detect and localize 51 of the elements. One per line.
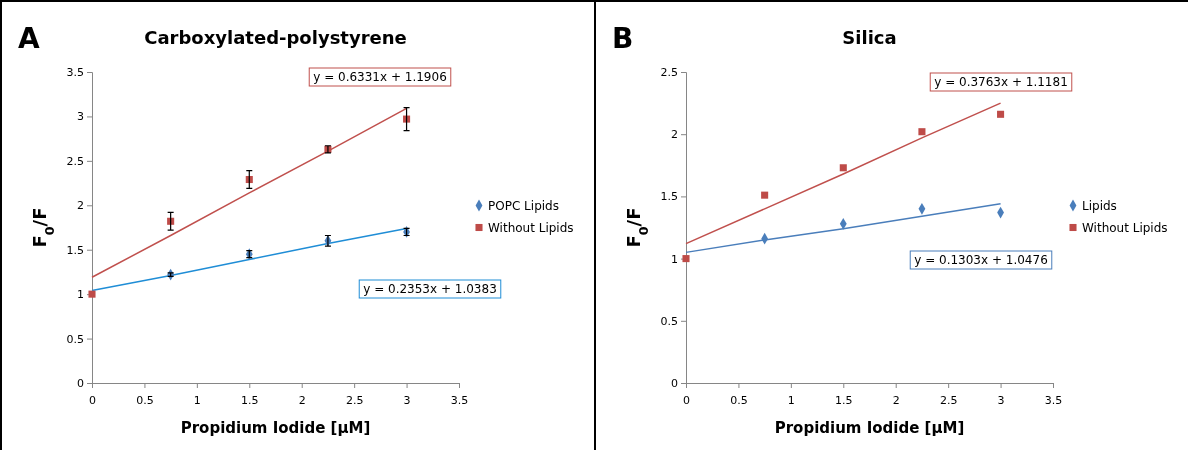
chart-title: Carboxylated-polystyrene (144, 27, 407, 48)
point (88, 290, 96, 298)
annotation: y = 0.2353x + 1.0383 (363, 282, 497, 296)
x-tick-label: 2 (892, 394, 900, 408)
y-tick-label: 2.5 (66, 154, 84, 168)
y-tick-label: 1.5 (660, 190, 678, 204)
x-tick-label: 2.5 (345, 394, 364, 408)
y-tick-label: 1 (671, 252, 678, 266)
y-tick-label: 0.5 (660, 314, 678, 328)
legend-label: Without Lipids (488, 220, 574, 235)
x-axis-title: Propidium Iodide [µM] (180, 419, 371, 437)
x-tick-label: 0.5 (730, 394, 748, 408)
chart-title: Silica (842, 27, 897, 48)
y-tick-label: 3.5 (66, 66, 84, 80)
y-tick-label: 2 (671, 128, 678, 142)
x-tick-label: 1 (193, 394, 201, 408)
y-tick-label: 0 (671, 377, 678, 391)
y-tick-label: 0.5 (66, 332, 84, 346)
x-tick-label: 3.5 (1044, 394, 1063, 408)
y-tick-label: 1.5 (66, 243, 84, 257)
x-tick-label: 3 (997, 394, 1005, 408)
x-tick-label: 0.5 (136, 394, 154, 408)
point (997, 110, 1005, 118)
x-tick-label: 2 (298, 394, 306, 408)
x-tick-label: 0 (89, 394, 96, 408)
x-tick-label: 0 (683, 394, 690, 408)
y-tick-label: 1 (77, 288, 84, 302)
x-tick-label: 1.5 (241, 394, 259, 408)
legend-label: POPC Lipids (488, 198, 559, 213)
annotation: y = 0.6331x + 1.1906 (313, 70, 447, 84)
y-tick-label: 2.5 (660, 66, 678, 80)
point (918, 128, 926, 136)
line-series (685, 102, 1002, 245)
annotation: y = 0.3763x + 1.1181 (934, 75, 1068, 89)
y-tick-label: 0 (77, 377, 84, 391)
x-tick-label: 1 (787, 394, 795, 408)
y-tick-label: 3 (77, 110, 84, 124)
x-axis-title: Propidium Iodide [µM] (774, 419, 965, 437)
point (761, 191, 769, 199)
point (839, 164, 847, 172)
legend-label: Lipids (1082, 198, 1117, 213)
line-series (685, 203, 1002, 254)
x-tick-label: 2.5 (939, 394, 958, 408)
text: B (612, 22, 634, 55)
legend-label: Without Lipids (1082, 220, 1168, 235)
x-tick-label: 3 (403, 394, 411, 408)
annotation: y = 0.1303x + 1.0476 (914, 253, 1048, 267)
x-tick-label: 3.5 (450, 394, 469, 408)
text: A (18, 22, 40, 55)
x-tick-label: 1.5 (835, 394, 853, 408)
y-tick-label: 2 (77, 199, 84, 213)
